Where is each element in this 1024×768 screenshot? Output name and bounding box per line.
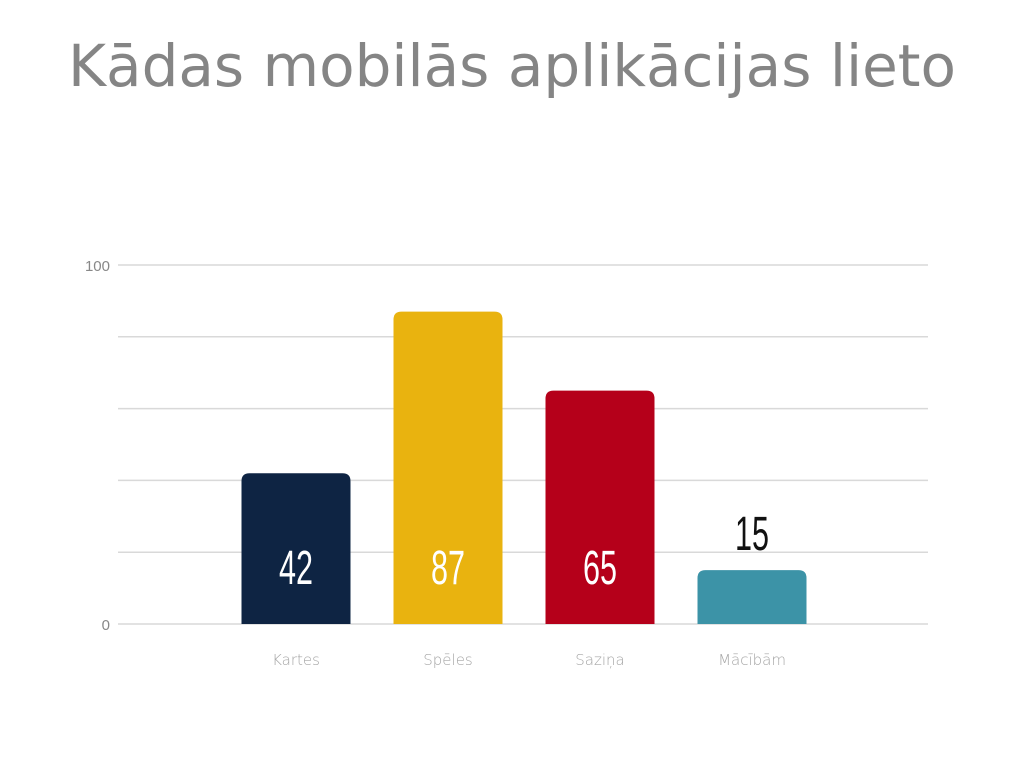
bar-spēles	[393, 311, 503, 624]
x-tick-label: Kartes	[272, 651, 320, 669]
x-tick-label: Mācībām	[718, 651, 786, 669]
x-tick-label: Saziņa	[575, 651, 624, 669]
chart-title: Kādas mobilās aplikācijas lieto	[68, 32, 956, 100]
data-label: 65	[583, 542, 617, 595]
data-label: 42	[279, 542, 313, 595]
bar-saziņa	[545, 390, 655, 624]
y-tick-label: 0	[102, 617, 110, 634]
bar-mācībām	[697, 570, 807, 624]
y-tick-label: 100	[85, 258, 110, 275]
data-label: 87	[431, 542, 465, 595]
bar-kartes	[241, 473, 351, 624]
x-tick-label: Spēles	[423, 651, 472, 669]
data-label: 15	[735, 508, 769, 561]
